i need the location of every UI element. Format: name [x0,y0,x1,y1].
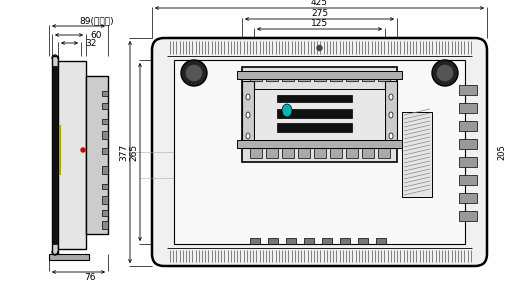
Bar [459,103,477,113]
Bar [346,148,358,158]
Bar [102,166,108,174]
Bar [385,81,397,148]
Circle shape [317,46,322,51]
Ellipse shape [389,133,393,139]
Bar [282,148,294,158]
Bar [358,238,368,244]
Bar [52,56,58,254]
Text: 60: 60 [90,30,102,39]
Bar [282,71,294,81]
Circle shape [432,60,458,86]
Circle shape [437,65,453,81]
Text: 425: 425 [311,0,328,7]
Text: 32: 32 [85,38,96,47]
Bar [102,148,108,154]
Bar [277,123,352,132]
Bar [277,95,352,102]
FancyBboxPatch shape [152,38,487,266]
Bar [459,85,477,95]
Bar [378,71,390,81]
Bar [242,81,254,148]
Bar [242,67,397,162]
Bar [102,221,108,229]
Bar [86,76,108,234]
Bar [330,148,342,158]
Text: 205: 205 [497,144,506,160]
Text: 125: 125 [311,19,328,28]
Bar [362,71,374,81]
Bar [322,238,332,244]
Bar [459,139,477,149]
Bar [362,148,374,158]
Ellipse shape [246,94,250,100]
Bar [58,61,86,249]
Circle shape [186,65,202,81]
Bar [102,91,108,96]
Bar [102,131,108,139]
Circle shape [181,60,207,86]
Bar [250,71,262,81]
Bar [298,71,310,81]
Bar [304,238,314,244]
Ellipse shape [246,112,250,118]
Text: 275: 275 [311,9,328,18]
Bar [402,112,432,197]
Text: 76: 76 [85,273,96,282]
Ellipse shape [246,133,250,139]
Bar [459,157,477,167]
Bar [286,238,296,244]
Bar [254,89,385,140]
Bar [330,71,342,81]
Text: 265: 265 [129,144,138,160]
Bar [266,148,278,158]
Bar [237,140,402,148]
Circle shape [81,148,85,152]
Bar [268,238,278,244]
Ellipse shape [389,112,393,118]
Bar [237,71,402,79]
Bar [376,238,386,244]
Bar [378,148,390,158]
Bar [102,119,108,124]
Bar [298,148,310,158]
Bar [314,71,326,81]
Ellipse shape [389,94,393,100]
Bar [277,109,352,118]
Bar [102,196,108,204]
Bar [266,71,278,81]
Bar [314,148,326,158]
Bar [52,66,57,244]
Text: 377: 377 [119,143,128,161]
Bar [102,184,108,189]
Bar [459,121,477,131]
Text: 89(含挂架): 89(含挂架) [79,16,114,25]
Bar [346,71,358,81]
Bar [459,193,477,203]
Bar [49,254,89,260]
Bar [340,238,350,244]
Bar [459,175,477,185]
Bar [174,60,465,244]
Bar [250,238,260,244]
Bar [102,103,108,109]
Bar [459,211,477,221]
Bar [250,148,262,158]
Bar [102,210,108,216]
Ellipse shape [282,104,292,117]
